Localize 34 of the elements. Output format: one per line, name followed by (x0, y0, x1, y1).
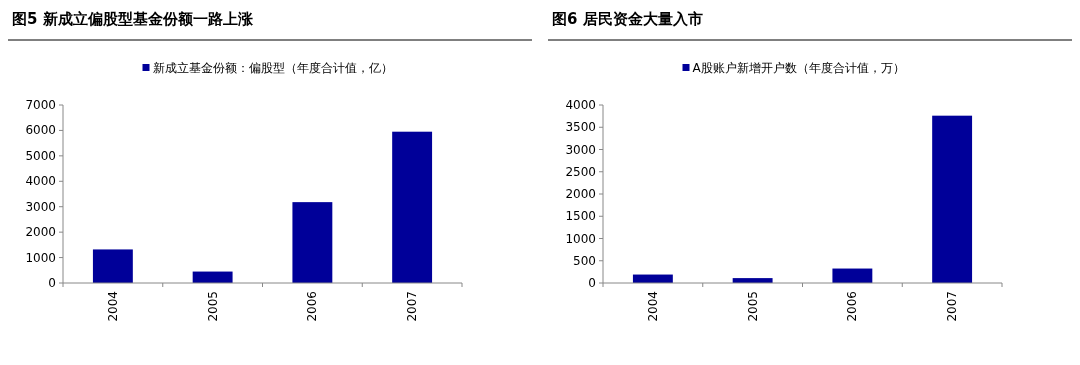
y-tick-label: 500 (573, 253, 596, 268)
chart-title: 图6 居民资金大量入市 (552, 10, 703, 28)
y-tick-label: 3500 (565, 120, 596, 135)
bar (932, 115, 973, 283)
x-tick-label: 2007 (405, 291, 420, 322)
y-tick-label: 4000 (25, 174, 56, 189)
y-tick-label: 4000 (565, 98, 596, 112)
x-tick-label: 2007 (945, 291, 960, 322)
y-tick-label: 7000 (25, 98, 56, 112)
x-tick-label: 2006 (845, 291, 860, 322)
y-tick-label: 2500 (565, 164, 596, 179)
y-tick-label: 3000 (25, 199, 56, 214)
bar (832, 268, 873, 283)
y-tick-label: 1000 (25, 250, 56, 265)
y-tick-label: 6000 (25, 123, 56, 138)
y-tick-label: 1500 (565, 209, 596, 224)
y-tick-label: 2000 (565, 187, 596, 201)
bar (292, 202, 333, 283)
legend-label: A股账户新增开户数（年度合计值，万） (692, 61, 905, 75)
y-tick-label: 0 (48, 276, 56, 290)
x-tick-label: 2005 (745, 291, 760, 322)
y-tick-label: 0 (588, 276, 596, 290)
y-tick-label: 2000 (25, 225, 56, 240)
y-tick-label: 1000 (565, 231, 596, 246)
chart-title: 图5 新成立偏股型基金份额一路上涨 (12, 10, 254, 28)
x-tick-label: 2005 (205, 291, 220, 322)
x-tick-label: 2006 (305, 291, 320, 322)
legend-label: 新成立基金份额：偏股型（年度合计值，亿） (152, 61, 393, 75)
bar (92, 249, 133, 283)
x-tick-label: 2004 (645, 291, 660, 322)
x-tick-label: 2004 (105, 291, 120, 322)
bar (392, 131, 433, 283)
y-tick-label: 3000 (565, 142, 596, 157)
y-tick-label: 5000 (25, 148, 56, 163)
